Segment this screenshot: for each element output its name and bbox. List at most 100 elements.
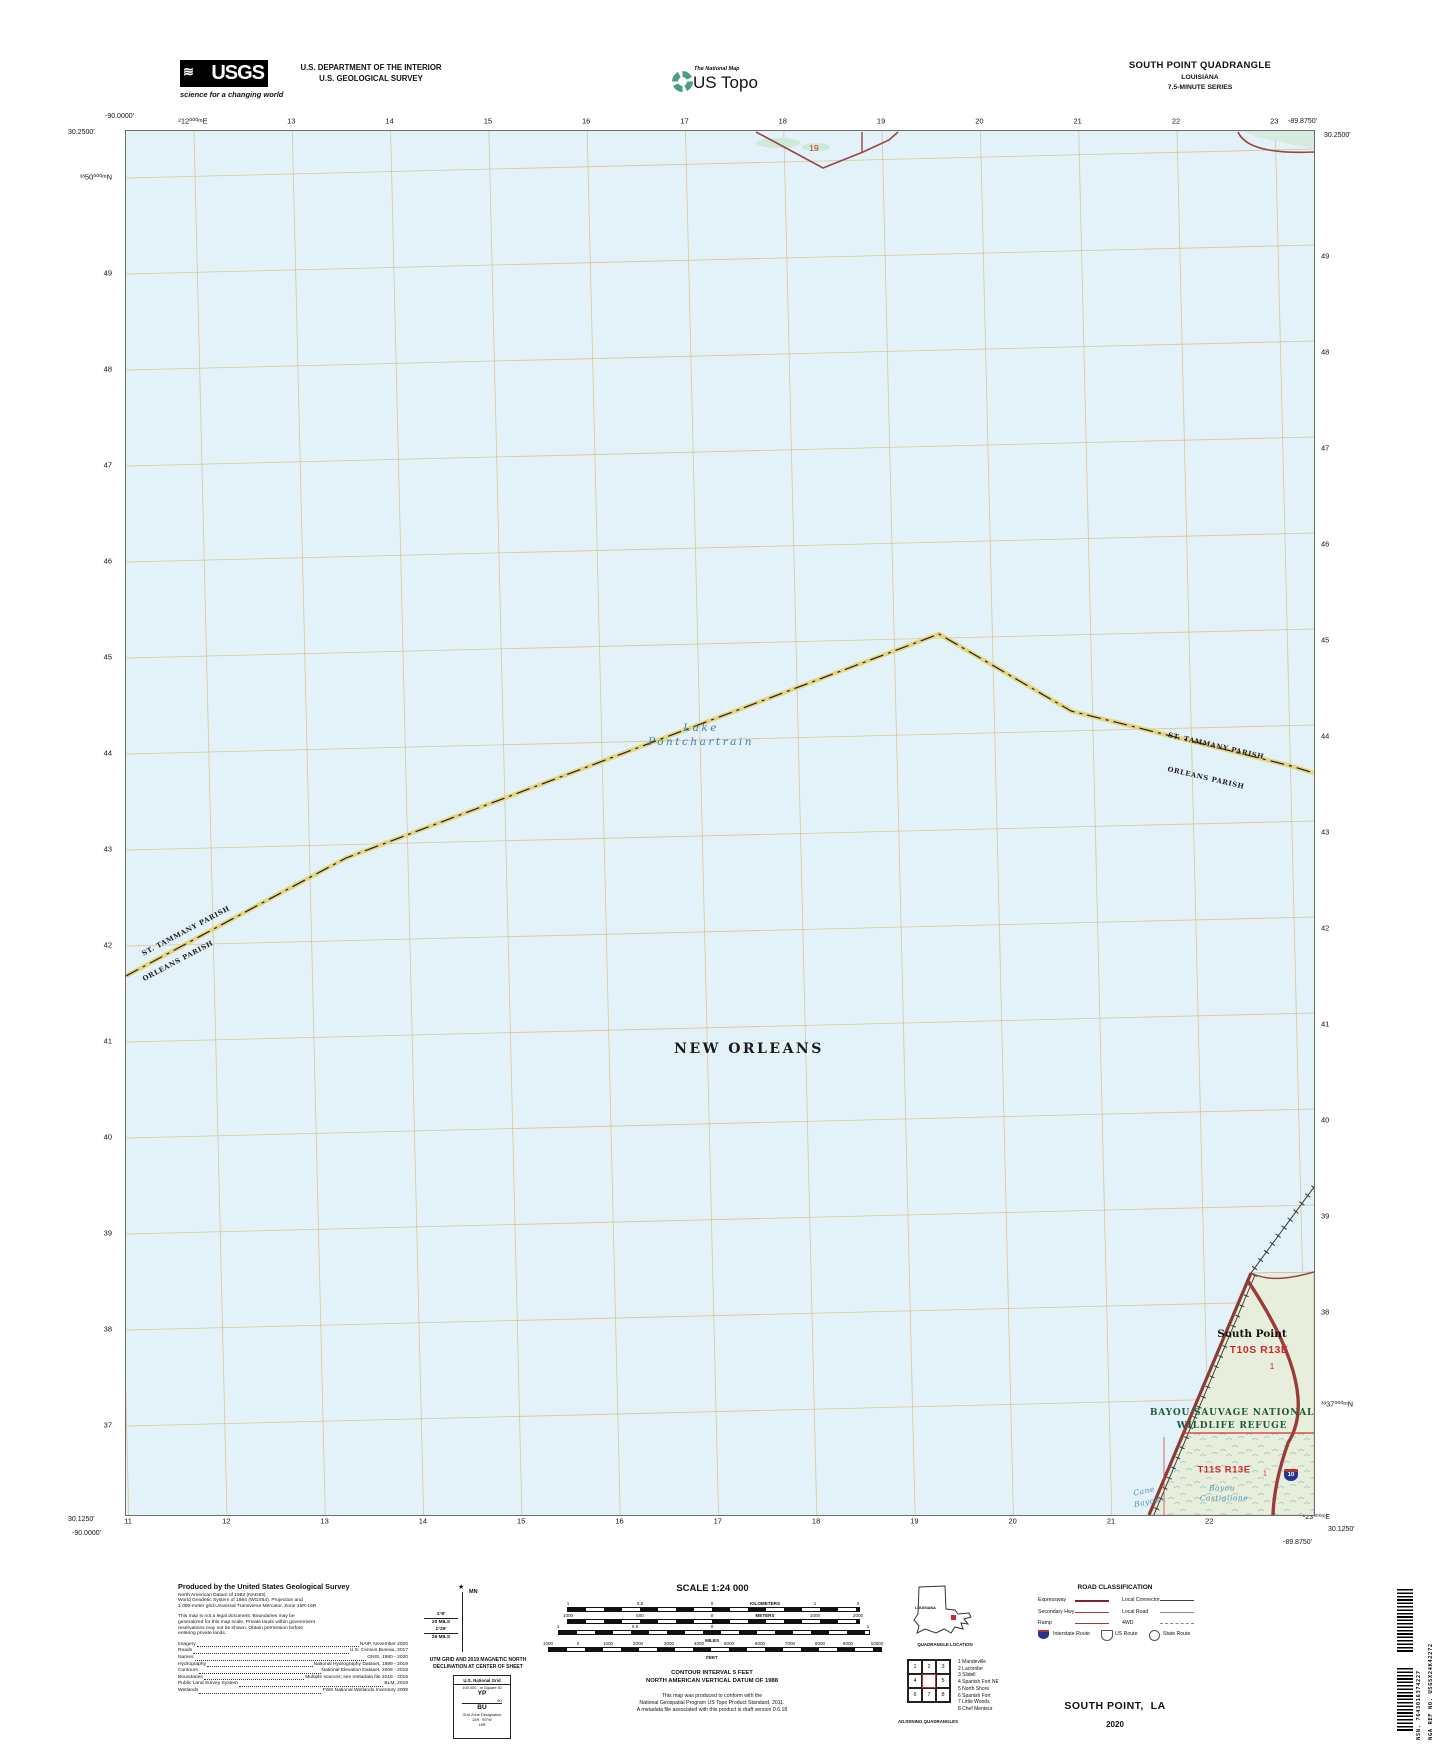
national-map-icon bbox=[672, 71, 693, 92]
wetland-patch bbox=[1244, 131, 1314, 149]
adjoining-caption: ADJOINING QUADRANGLES bbox=[897, 1719, 958, 1724]
grid-label-bottom: 13 bbox=[320, 1516, 329, 1526]
scale-tick: 6000 bbox=[754, 1641, 766, 1646]
scale-tick: 0.5 bbox=[636, 1601, 644, 1606]
grid-label-right: 43 bbox=[1321, 827, 1330, 837]
credit-leader bbox=[207, 1666, 313, 1668]
map-label-wildlife-refuge: WILDLIFE REFUGE bbox=[1176, 1421, 1288, 1431]
map-vector-layer bbox=[126, 131, 1314, 1515]
grid-label-bottom: 22 bbox=[1205, 1516, 1214, 1526]
usgs-wave-icon: ≋ bbox=[183, 64, 194, 79]
scale-tick: 0 bbox=[710, 1624, 714, 1629]
contour-interval: CONTOUR INTERVAL 5 FEET bbox=[671, 1670, 753, 1676]
department-heading: U.S. DEPARTMENT OF THE INTERIOR U.S. GEO… bbox=[266, 62, 476, 84]
corner-top-right-lon: -89.8750' bbox=[1288, 118, 1317, 125]
adjoining-cell: 3 bbox=[936, 1660, 950, 1674]
grid-label-right: 49 bbox=[1321, 251, 1330, 261]
legal-line: reservations may not be shown. Obtain pe… bbox=[178, 1625, 304, 1631]
adjoining-name: 8 Chef Menteur bbox=[958, 1705, 993, 1712]
utm-gridline bbox=[126, 628, 1314, 659]
scale-unit-name: KILOMETERS bbox=[749, 1601, 781, 1606]
magnetic-north-label: MN bbox=[469, 1589, 478, 1595]
utm-gridline bbox=[1176, 131, 1211, 1515]
data-source-credits: Imagery NAIP, November 2020 Roads U.S. Cens… bbox=[178, 1642, 408, 1695]
grid-label-right: 48 bbox=[1321, 347, 1330, 357]
grid-label-top: 15 bbox=[483, 116, 493, 126]
louisiana-outline-map bbox=[913, 1585, 972, 1634]
road-class-symbol bbox=[1075, 1611, 1109, 1613]
corner-bottom-left-lon: -90.0000' bbox=[72, 1530, 101, 1537]
department-line1: U.S. DEPARTMENT OF THE INTERIOR bbox=[300, 63, 442, 72]
map-label-1: 1 bbox=[1263, 1470, 1267, 1478]
scale-tick: 0 bbox=[710, 1613, 714, 1618]
scale-bar-kilometers bbox=[567, 1607, 860, 1612]
grid-label-bottom: 17 bbox=[713, 1516, 722, 1526]
barcode-upper bbox=[1397, 1589, 1413, 1653]
grid-label-left: 38 bbox=[103, 1324, 112, 1334]
utm-gridline bbox=[783, 131, 818, 1515]
road-class-symbol bbox=[1160, 1623, 1194, 1624]
utm-gridline bbox=[1078, 131, 1113, 1515]
sheet-title: SOUTH POINT, LA bbox=[1064, 1700, 1166, 1712]
utm-gridline bbox=[126, 1108, 1314, 1139]
grid-label-bottom: 20 bbox=[1008, 1516, 1017, 1526]
utm-gridline bbox=[126, 1396, 1314, 1427]
credit-row: Contours National Elevation Dataset, 2008… bbox=[178, 1668, 408, 1675]
utm-gridline bbox=[881, 131, 916, 1515]
utm-gridline bbox=[980, 131, 1014, 1515]
usng-square-top: YP bbox=[477, 1690, 487, 1697]
credit-value: National Elevation Dataset, 2008 - 2018 bbox=[321, 1668, 408, 1674]
scale-tick: 1 bbox=[566, 1601, 570, 1606]
usng-zone-top: 15R bbox=[472, 1717, 480, 1722]
grid-label-right: 41 bbox=[1321, 1019, 1330, 1029]
scale-bar-meters bbox=[567, 1619, 860, 1624]
utm-gridline bbox=[126, 1012, 1314, 1043]
scale-tick: 5000 bbox=[723, 1641, 735, 1646]
wetland-patch bbox=[802, 143, 830, 151]
scale-tick: 2000 bbox=[632, 1641, 644, 1646]
declination-values: 1°8' 20 MILS 1°29' 26 MILS bbox=[424, 1611, 458, 1641]
grid-label-top: 18 bbox=[778, 116, 787, 126]
parish-boundary-line bbox=[126, 633, 1314, 977]
adjoining-name: 4 Spanish Fort NE bbox=[958, 1679, 999, 1686]
quadrangle-location-block: LOUISIANA QUADRANGLE LOCATION bbox=[905, 1584, 985, 1647]
map-label-south-point: South Point bbox=[1217, 1328, 1287, 1340]
usng-square-label: 100,000 - m Square ID bbox=[462, 1685, 502, 1690]
grid-label-bottom: 12 bbox=[222, 1516, 231, 1526]
map-label-new-orleans: NEW ORLEANS bbox=[674, 1041, 824, 1057]
adjoining-name: 6 Spanish Fort bbox=[958, 1692, 991, 1699]
grid-label-bottom: 15 bbox=[517, 1516, 526, 1526]
usng-zone-bottom: 16R bbox=[478, 1722, 486, 1727]
scale-unit-name: FEET bbox=[706, 1655, 718, 1660]
grid-label-left: 49 bbox=[103, 268, 112, 278]
scale-tick: 2000 bbox=[852, 1613, 864, 1618]
scale-tick: 1000 bbox=[542, 1641, 554, 1646]
grid-label-right: 46 bbox=[1321, 539, 1330, 549]
utm-gridline bbox=[126, 724, 1314, 755]
grid-label-top: ²12⁰⁰⁰ᵐE bbox=[178, 116, 208, 126]
grid-label-right: 39 bbox=[1321, 1211, 1330, 1221]
adjoining-cell: 8 bbox=[936, 1688, 950, 1702]
road-class-label: Local Road bbox=[1122, 1608, 1149, 1615]
credit-leader bbox=[196, 1646, 359, 1648]
declination-caption: UTM GRID AND 2019 MAGNETIC NORTH DECLINA… bbox=[418, 1657, 538, 1671]
datum-line: 1 000-meter grid:Universal Transverse Me… bbox=[178, 1603, 317, 1609]
scale-tick: 2 bbox=[856, 1601, 860, 1606]
road-class-label: Expressway bbox=[1038, 1597, 1066, 1603]
utm-gridline bbox=[126, 916, 1314, 947]
adjoining-name: 1 Mandeville bbox=[958, 1659, 987, 1665]
credit-label: Public Land Survey System bbox=[178, 1681, 238, 1687]
scale-unit-name: MILES bbox=[704, 1638, 720, 1643]
louisiana-label: LOUISIANA bbox=[915, 1606, 936, 1610]
road-class-label: Ramp bbox=[1038, 1620, 1052, 1626]
barcode-lower bbox=[1397, 1668, 1413, 1732]
credit-label: Hydrography bbox=[178, 1661, 206, 1667]
declination-diagram: ★ MN 1°8' 20 MILS 1°29' 26 MILS UTM GRID AN… bbox=[418, 1583, 538, 1743]
credit-leader bbox=[203, 1679, 305, 1681]
usgs-logo: ≋ USGS bbox=[180, 60, 268, 87]
usng-title: U.S. National Grid bbox=[454, 1676, 510, 1685]
grid-label-left: 42 bbox=[103, 940, 112, 950]
map-label-lake: Lake bbox=[683, 722, 719, 734]
declination-degrees: 1°29' bbox=[424, 1626, 458, 1634]
grid-label-top: 17 bbox=[680, 116, 689, 126]
